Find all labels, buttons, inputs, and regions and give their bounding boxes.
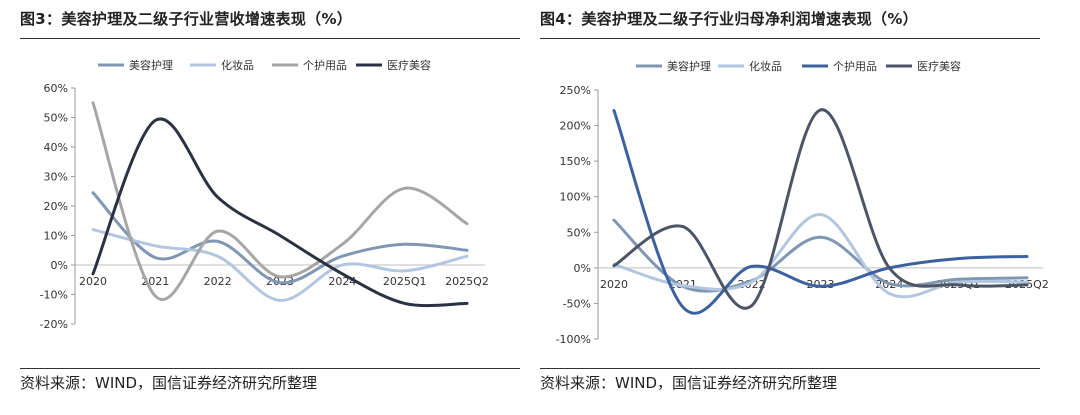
series-line xyxy=(91,117,469,308)
legend-label: 个护用品 xyxy=(833,59,877,73)
legend-label: 美容护理 xyxy=(667,59,711,73)
y-tick-label: 20% xyxy=(44,200,68,213)
chart-panel-profit: 图4：美容护理及二级子行业归母净利润增速表现（%） 美容护理 化妆品 个护用品 医疗美… xyxy=(540,0,1064,415)
x-tick-label: 2020 xyxy=(600,278,628,291)
y-tick-label: 10% xyxy=(44,230,68,243)
legend-item: 美容护理 xyxy=(98,58,173,72)
y-tick-label: 150% xyxy=(560,155,591,168)
x-tick-label: 2025Q1 xyxy=(383,275,427,288)
legend-item: 个护用品 xyxy=(802,59,877,73)
x-tick-label: 2022 xyxy=(204,275,232,288)
legend-label: 个护用品 xyxy=(303,58,347,72)
y-tick-label: 50% xyxy=(44,112,68,125)
net-profit-growth-chart: 美容护理 化妆品 个护用品 医疗美容 -100% -50% 0% 50% 100% 150% 200… xyxy=(556,59,1049,346)
legend-item: 个护用品 xyxy=(272,58,347,72)
y-tick-label: 250% xyxy=(560,84,591,97)
legend-item: 医疗美容 xyxy=(356,58,431,72)
source-note: 资料来源：WIND，国信证券经济研究所整理 xyxy=(540,374,838,392)
legend-label: 医疗美容 xyxy=(387,58,431,72)
source-rule xyxy=(20,368,520,369)
legend-label: 化妆品 xyxy=(221,58,254,72)
title-rule xyxy=(20,38,520,39)
y-tick-label: 50% xyxy=(567,226,591,239)
y-tick-label: 40% xyxy=(44,141,68,154)
series-line xyxy=(612,109,1029,315)
y-tick-label: 0% xyxy=(574,262,591,275)
series-group xyxy=(612,108,1029,315)
source-rule xyxy=(540,368,1040,369)
series-line xyxy=(91,101,469,301)
legend-item: 化妆品 xyxy=(718,59,782,73)
x-tick-label: 2020 xyxy=(79,275,107,288)
legend: 美容护理 化妆品 个护用品 医疗美容 xyxy=(636,59,961,73)
x-tick-label: 2025Q2 xyxy=(445,275,489,288)
x-tick-label: 2024 xyxy=(328,275,356,288)
legend-item: 化妆品 xyxy=(190,58,254,72)
y-axis: -20% -10% 0% 10% 20% 30% 40% 50% 60% xyxy=(40,82,76,331)
series-line xyxy=(91,191,469,285)
y-tick-label: -20% xyxy=(40,318,68,331)
x-tick-label: 2022 xyxy=(738,278,766,291)
y-axis: -100% -50% 0% 50% 100% 150% 200% 250% xyxy=(556,84,599,346)
legend-label: 美容护理 xyxy=(129,58,173,72)
y-tick-label: 200% xyxy=(560,120,591,133)
revenue-growth-chart: 美容护理 化妆品 个护用品 医疗美容 -20% -10% 0% 10% 20% 30% 40% 50%… xyxy=(40,58,489,331)
series-group xyxy=(91,101,469,308)
figure-title: 图4：美容护理及二级子行业归母净利润增速表现（%） xyxy=(540,10,918,28)
y-tick-label: 60% xyxy=(44,82,68,95)
figure-title: 图3：美容护理及二级子行业营收增速表现（%） xyxy=(20,10,353,28)
y-tick-label: -10% xyxy=(40,289,68,302)
y-tick-label: -100% xyxy=(556,333,591,346)
series-line xyxy=(91,228,469,302)
x-axis: 2020 2021 2022 2023 2024 2025Q1 2025Q2 xyxy=(79,275,489,288)
y-tick-label: 30% xyxy=(44,171,68,184)
x-tick-label: 2023 xyxy=(807,278,835,291)
legend-label: 化妆品 xyxy=(749,59,782,73)
title-rule xyxy=(540,38,1040,39)
chart-panel-revenue: 图3：美容护理及二级子行业营收增速表现（%） 美容护理 化妆品 个护用品 医疗美容 -2… xyxy=(20,0,544,415)
legend-label: 医疗美容 xyxy=(917,59,961,73)
legend-item: 美容护理 xyxy=(636,59,711,73)
y-tick-label: 0% xyxy=(51,259,68,272)
series-line xyxy=(612,108,1029,310)
y-tick-label: -50% xyxy=(563,297,591,310)
y-tick-label: 100% xyxy=(560,191,591,204)
source-note: 资料来源：WIND，国信证券经济研究所整理 xyxy=(20,374,318,392)
legend-item: 医疗美容 xyxy=(886,59,961,73)
series-line xyxy=(612,212,1029,299)
legend: 美容护理 化妆品 个护用品 医疗美容 xyxy=(98,58,431,72)
